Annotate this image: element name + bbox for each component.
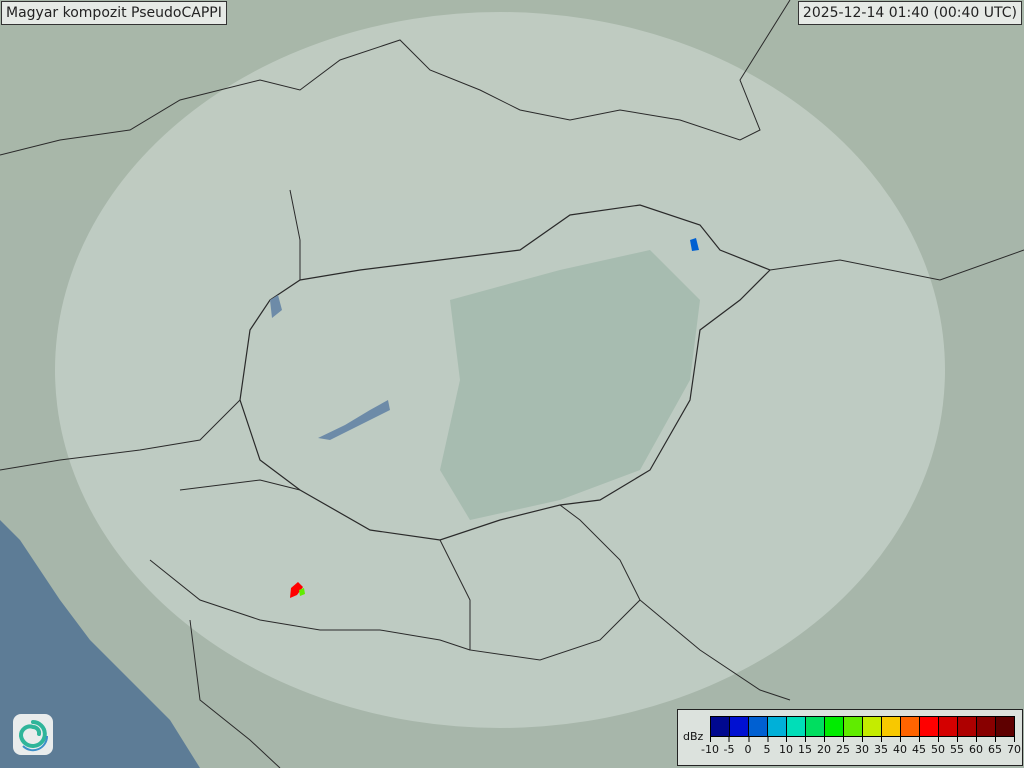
legend-tick: -10 (701, 737, 719, 756)
legend-tick: 20 (817, 737, 831, 756)
color-cell-5 (768, 717, 787, 736)
color-cell-45 (920, 717, 939, 736)
color-cell-0 (749, 717, 768, 736)
color-scale-bar (710, 716, 1015, 737)
legend-tick: 5 (764, 737, 771, 756)
timestamp: 2025-12-14 01:40 (00:40 UTC) (797, 1, 1022, 25)
color-cell-35 (882, 717, 901, 736)
color-cell-50 (939, 717, 958, 736)
color-cell-30 (863, 717, 882, 736)
color-cell--10 (711, 717, 730, 736)
legend-tick: 10 (779, 737, 793, 756)
legend-tick: -5 (724, 737, 734, 756)
map-title: Magyar kompozit PseudoCAPPI (1, 1, 227, 25)
legend-tick: 30 (855, 737, 869, 756)
color-cell-25 (844, 717, 863, 736)
ukraine-romania-border (769, 249, 1024, 281)
legend-unit: dBz (683, 730, 704, 743)
adriatic-sea (0, 520, 200, 768)
color-cell-20 (825, 717, 844, 736)
legend-tick: 70 (1007, 737, 1021, 756)
color-cell-15 (806, 717, 825, 736)
legend-tick: 45 (912, 737, 926, 756)
lake-neusiedl (270, 295, 282, 318)
northern-border (0, 0, 791, 156)
legend-tick: 60 (969, 737, 983, 756)
radar-echo-south-west (290, 582, 303, 598)
dbz-color-legend: dBz -10 -5 0 5 10 15 20 25 30 35 40 45 50 55 60 65 70 (677, 709, 1023, 766)
southern-borders (0, 399, 641, 661)
color-cell-40 (901, 717, 920, 736)
color-cell-65 (996, 717, 1014, 736)
legend-tick: 0 (745, 737, 752, 756)
color-cell-60 (977, 717, 996, 736)
legend-tick: 50 (931, 737, 945, 756)
radar-echo-south-west-edge (299, 588, 305, 596)
lake-balaton (318, 400, 390, 440)
legend-tick: 35 (874, 737, 888, 756)
radar-echo-north-east (690, 238, 699, 251)
color-cell-10 (787, 717, 806, 736)
balkan-borders (149, 559, 791, 768)
great-plain (440, 250, 700, 520)
legend-tick: 25 (836, 737, 850, 756)
legend-tick: 55 (950, 737, 964, 756)
legend-tick: 40 (893, 737, 907, 756)
legend-tick: 65 (988, 737, 1002, 756)
swirl-logo-icon (13, 714, 53, 755)
color-cell-55 (958, 717, 977, 736)
legend-tick: 15 (798, 737, 812, 756)
color-cell--5 (730, 717, 749, 736)
border-segment (289, 189, 301, 280)
legend-ticks: -10 -5 0 5 10 15 20 25 30 35 40 45 50 55 60 65 70 (701, 737, 1021, 761)
hungary-border (239, 204, 772, 541)
